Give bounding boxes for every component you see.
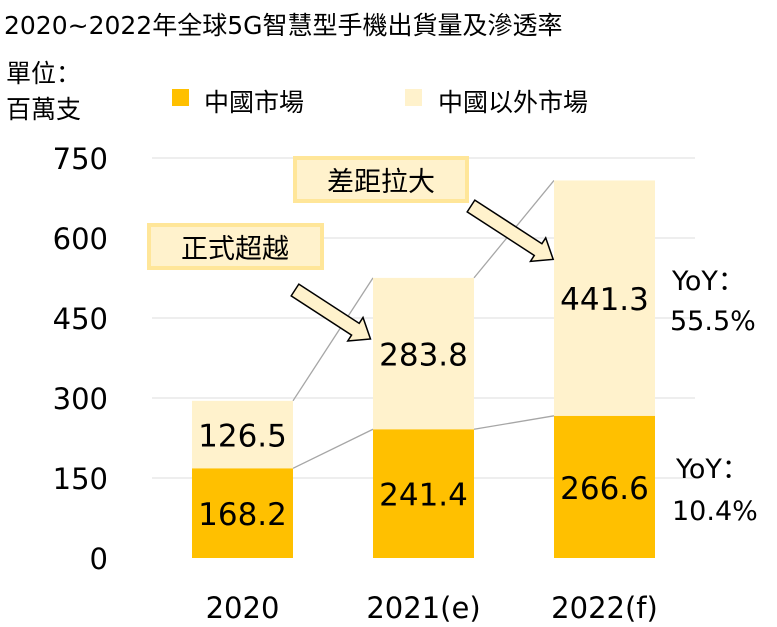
y-tick-label: 600 xyxy=(53,222,108,256)
y-tick-label: 150 xyxy=(53,462,108,496)
yoy-china-label: YoY： xyxy=(675,454,749,485)
arrow-icon xyxy=(466,199,555,263)
callout-gap-widens: 差距拉大 xyxy=(293,156,469,203)
bar-china xyxy=(373,429,474,558)
x-tick-label: 2022(f) xyxy=(551,591,658,625)
y-tick-label: 750 xyxy=(53,142,108,176)
legend-label-outside: 中國以外市場 xyxy=(438,88,588,117)
yoy-outside-label: YoY： xyxy=(671,266,745,297)
x-tick-label: 2020 xyxy=(206,591,280,625)
arrow-icon xyxy=(290,283,372,342)
bar-china xyxy=(192,468,293,558)
bar-outside xyxy=(192,400,293,469)
bar-outside xyxy=(554,180,655,416)
bar-china xyxy=(554,415,655,558)
bar-outside xyxy=(373,277,474,430)
legend-swatch-outside xyxy=(405,89,422,106)
y-tick-label: 450 xyxy=(53,302,108,336)
legend-label-china: 中國市場 xyxy=(204,88,304,117)
callout-official-surpass: 正式超越 xyxy=(147,223,324,270)
callout-gap-widens-text: 差距拉大 xyxy=(327,167,435,198)
callout-official-surpass-text: 正式超越 xyxy=(181,234,289,265)
connector-line xyxy=(292,428,374,469)
connector-line xyxy=(473,415,555,430)
yoy-china-value: 10.4% xyxy=(672,496,758,527)
data-label: 241.4 xyxy=(379,478,468,514)
y-tick-label: 0 xyxy=(90,542,108,576)
data-label: 266.6 xyxy=(560,471,649,507)
data-label: 126.5 xyxy=(198,419,287,455)
y-tick-label: 300 xyxy=(53,382,108,416)
data-label: 283.8 xyxy=(379,338,468,374)
legend-swatch-china xyxy=(172,89,189,106)
data-label: 441.3 xyxy=(560,282,649,318)
data-label: 168.2 xyxy=(198,497,287,533)
y-unit-label-2: 百萬支 xyxy=(6,95,81,124)
yoy-outside-value: 55.5% xyxy=(670,306,756,337)
x-tick-label: 2021(e) xyxy=(366,591,480,625)
y-unit-label-1: 單位： xyxy=(6,59,81,88)
connector-line xyxy=(292,277,374,402)
chart-title: 2020~2022年全球5G智慧型手機出貨量及滲透率 xyxy=(4,11,562,40)
